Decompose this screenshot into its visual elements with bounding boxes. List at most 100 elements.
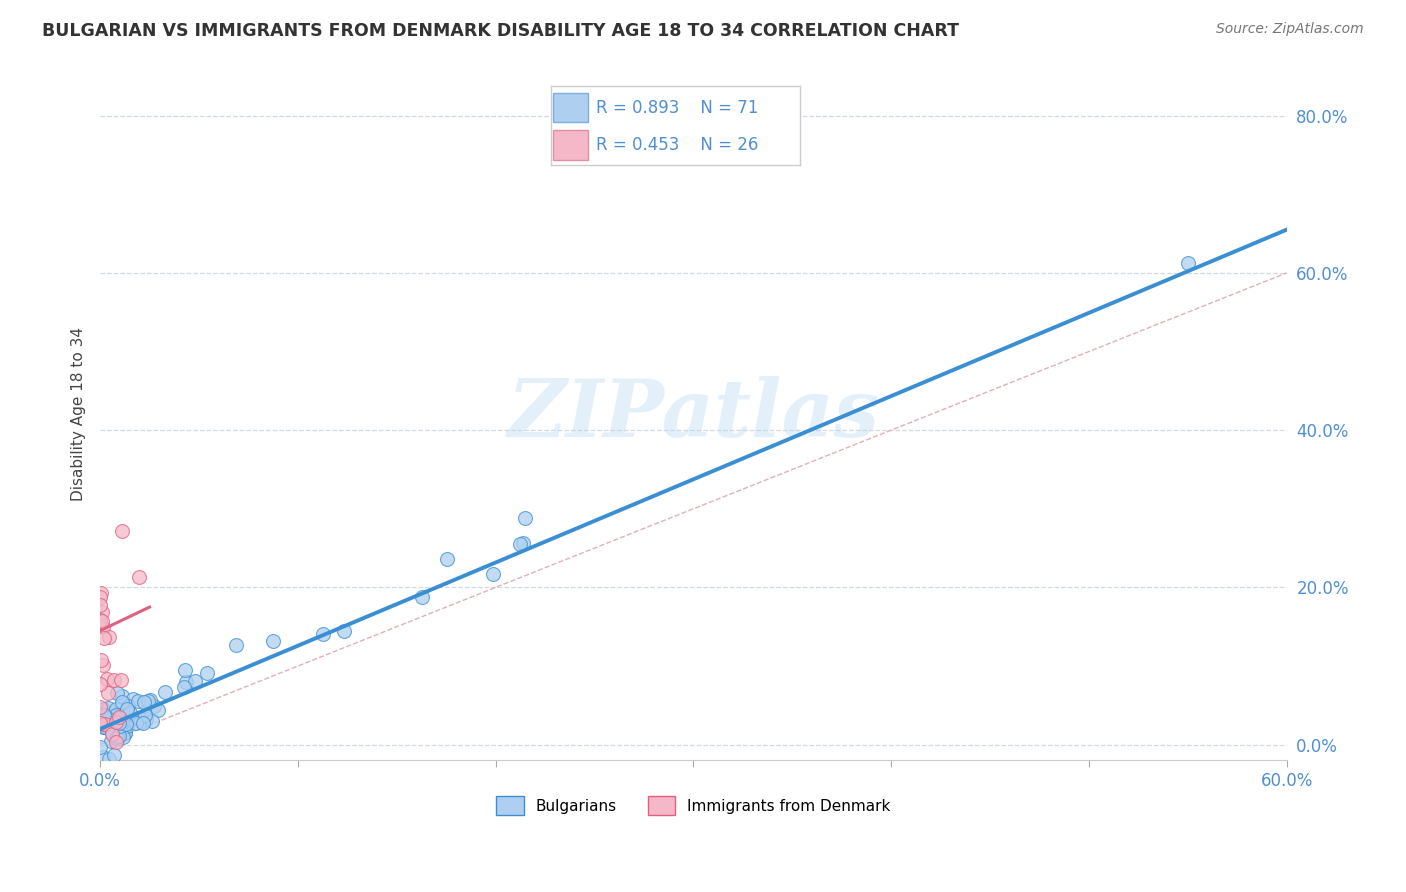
Point bbox=[91, 702, 114, 716]
Point bbox=[91, 614, 114, 628]
Point bbox=[91, 619, 114, 633]
Point bbox=[91, 605, 114, 619]
Point bbox=[105, 686, 128, 700]
Point bbox=[108, 711, 131, 725]
Point bbox=[111, 715, 134, 730]
Point bbox=[89, 590, 111, 604]
Point bbox=[111, 707, 134, 722]
Point bbox=[125, 716, 148, 731]
Point bbox=[89, 700, 111, 714]
Point bbox=[93, 708, 115, 723]
Point bbox=[108, 730, 131, 744]
Point bbox=[146, 703, 169, 717]
Point bbox=[90, 652, 112, 666]
Point bbox=[128, 711, 150, 725]
Point bbox=[509, 537, 531, 551]
Point bbox=[411, 590, 433, 604]
Point bbox=[94, 717, 117, 731]
Point bbox=[136, 694, 159, 708]
Point bbox=[115, 719, 138, 733]
Point bbox=[134, 695, 156, 709]
Point bbox=[195, 665, 218, 680]
Point bbox=[105, 731, 128, 746]
Point bbox=[115, 716, 138, 731]
Point bbox=[97, 752, 120, 766]
Point bbox=[89, 613, 111, 627]
Point bbox=[105, 702, 128, 716]
Point bbox=[312, 627, 335, 641]
Point bbox=[135, 712, 157, 726]
Point bbox=[111, 524, 134, 538]
Point bbox=[121, 691, 143, 706]
Point bbox=[225, 639, 247, 653]
Point bbox=[105, 730, 128, 744]
Point bbox=[131, 716, 153, 731]
Point bbox=[512, 535, 534, 549]
Point bbox=[101, 726, 124, 740]
Point bbox=[134, 707, 156, 722]
Point bbox=[114, 725, 136, 739]
Point bbox=[120, 706, 142, 721]
Point bbox=[112, 730, 135, 744]
Point bbox=[94, 720, 117, 734]
Point bbox=[89, 599, 111, 613]
Text: BULGARIAN VS IMMIGRANTS FROM DENMARK DISABILITY AGE 18 TO 34 CORRELATION CHART: BULGARIAN VS IMMIGRANTS FROM DENMARK DIS… bbox=[42, 22, 959, 40]
Point bbox=[114, 726, 136, 740]
Point bbox=[482, 566, 505, 581]
Point bbox=[93, 631, 115, 645]
Point bbox=[100, 725, 122, 739]
Point bbox=[100, 734, 122, 748]
Point bbox=[89, 677, 111, 691]
Point bbox=[96, 672, 118, 686]
Point bbox=[1177, 256, 1199, 270]
Point bbox=[112, 717, 135, 731]
Point bbox=[98, 722, 121, 736]
Point bbox=[103, 673, 125, 688]
Point bbox=[129, 715, 152, 730]
Point bbox=[101, 706, 124, 720]
Point bbox=[110, 673, 132, 687]
Point bbox=[89, 715, 111, 730]
Point bbox=[90, 586, 112, 600]
Y-axis label: Disability Age 18 to 34: Disability Age 18 to 34 bbox=[72, 327, 86, 501]
Point bbox=[97, 701, 120, 715]
Point bbox=[103, 748, 125, 763]
Point bbox=[262, 633, 284, 648]
Point bbox=[128, 570, 150, 584]
Point bbox=[104, 708, 127, 723]
Point bbox=[108, 715, 131, 730]
Point bbox=[105, 714, 128, 729]
Text: ZIPatlas: ZIPatlas bbox=[508, 376, 879, 453]
Point bbox=[91, 658, 114, 673]
Point bbox=[91, 717, 114, 731]
Point bbox=[97, 686, 120, 700]
Point bbox=[117, 712, 139, 726]
Point bbox=[127, 694, 149, 708]
Point bbox=[96, 710, 118, 724]
Text: Source: ZipAtlas.com: Source: ZipAtlas.com bbox=[1216, 22, 1364, 37]
Point bbox=[91, 750, 114, 764]
Point bbox=[89, 739, 111, 754]
Point bbox=[110, 717, 132, 731]
Point bbox=[108, 710, 131, 724]
Point bbox=[174, 674, 197, 689]
Point bbox=[333, 624, 356, 639]
Point bbox=[110, 695, 132, 709]
Point bbox=[184, 674, 207, 689]
Point bbox=[138, 692, 160, 706]
Point bbox=[173, 680, 195, 694]
Point bbox=[91, 720, 114, 734]
Point bbox=[153, 684, 176, 698]
Point bbox=[97, 630, 120, 644]
Point bbox=[174, 664, 197, 678]
Point bbox=[105, 735, 128, 749]
Point bbox=[115, 702, 138, 716]
Point bbox=[117, 699, 139, 714]
Point bbox=[143, 698, 166, 713]
Point bbox=[436, 552, 458, 566]
Point bbox=[110, 690, 132, 704]
Point bbox=[90, 716, 112, 731]
Point bbox=[515, 510, 537, 524]
Point bbox=[108, 719, 131, 733]
Legend: Bulgarians, Immigrants from Denmark: Bulgarians, Immigrants from Denmark bbox=[496, 797, 890, 815]
